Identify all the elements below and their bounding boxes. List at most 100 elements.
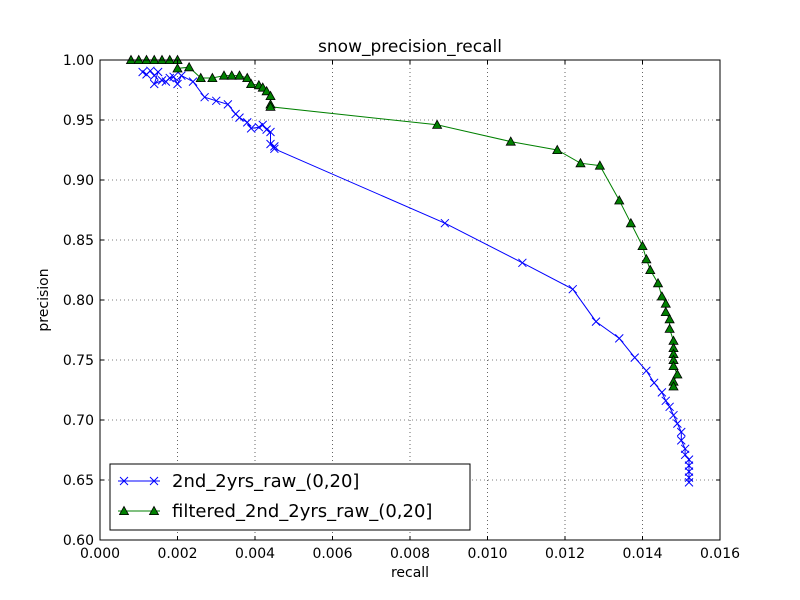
data-point bbox=[518, 258, 527, 268]
data-point bbox=[664, 313, 675, 324]
x-tick-label: 0.002 bbox=[157, 546, 197, 562]
x-tick-label: 0.010 bbox=[467, 546, 507, 562]
x-tick-label: 0.006 bbox=[312, 546, 352, 562]
y-tick-label: 0.90 bbox=[63, 173, 94, 189]
data-point bbox=[172, 63, 183, 73]
legend-entry-1: 2nd_2yrs_raw_(0,20] bbox=[118, 471, 359, 492]
data-point bbox=[680, 450, 690, 460]
data-point bbox=[664, 323, 675, 333]
data-point bbox=[245, 78, 257, 88]
x-tick-label: 0.004 bbox=[235, 546, 275, 562]
data-point bbox=[254, 122, 264, 132]
data-point bbox=[149, 79, 159, 89]
data-point bbox=[200, 92, 209, 102]
data-point bbox=[669, 410, 678, 420]
data-point bbox=[270, 144, 279, 154]
data-point bbox=[660, 306, 671, 317]
data-point bbox=[262, 125, 271, 134]
data-point bbox=[146, 66, 155, 76]
y-tick-label: 0.80 bbox=[63, 293, 94, 309]
data-point bbox=[242, 72, 253, 82]
data-point bbox=[656, 291, 668, 301]
data-point bbox=[505, 136, 516, 146]
y-tick-label: 0.85 bbox=[63, 233, 94, 249]
data-point bbox=[177, 71, 186, 80]
data-point bbox=[630, 353, 640, 362]
x-tick-label: 0.000 bbox=[80, 546, 120, 562]
y-tick-label: 0.65 bbox=[63, 473, 94, 489]
data-point bbox=[226, 70, 237, 80]
series-line bbox=[131, 59, 678, 387]
y-tick-label: 0.95 bbox=[63, 113, 94, 129]
legend-marker bbox=[148, 505, 160, 515]
data-point bbox=[625, 217, 637, 228]
data-point bbox=[665, 402, 674, 412]
data-point bbox=[211, 96, 221, 106]
data-point bbox=[652, 277, 664, 288]
data-point bbox=[266, 127, 275, 137]
data-point bbox=[235, 113, 244, 122]
y-tick-label: 0.60 bbox=[63, 533, 94, 549]
data-point bbox=[188, 77, 198, 86]
data-point bbox=[657, 388, 667, 397]
data-point bbox=[265, 101, 276, 111]
chart-title: snow_precision_recall bbox=[318, 37, 502, 57]
legend-marker bbox=[149, 476, 159, 486]
data-point bbox=[223, 100, 233, 109]
x-tick-label: 0.016 bbox=[700, 546, 740, 562]
legend-box bbox=[109, 463, 471, 531]
data-point bbox=[218, 70, 230, 80]
y-axis-label: precision bbox=[36, 268, 52, 331]
data-point bbox=[234, 70, 245, 80]
x-tick-label: 0.008 bbox=[390, 546, 430, 562]
data-point bbox=[169, 72, 178, 82]
data-point bbox=[183, 61, 195, 72]
data-point bbox=[594, 160, 606, 170]
data-point bbox=[195, 72, 206, 82]
data-point bbox=[676, 427, 686, 437]
data-point bbox=[684, 478, 694, 487]
data-point bbox=[138, 67, 147, 77]
data-point bbox=[668, 360, 679, 371]
data-point bbox=[552, 144, 563, 155]
data-point bbox=[258, 120, 268, 130]
data-point bbox=[642, 366, 651, 376]
legend: 2nd_2yrs_raw_(0,20] filtered_2nd_2yrs_raw… bbox=[109, 463, 471, 531]
legend-marker bbox=[119, 476, 129, 486]
grid-lines bbox=[100, 60, 720, 540]
legend-label: filtered_2nd_2yrs_raw_(0,20] bbox=[172, 501, 432, 522]
x-axis-label: recall bbox=[391, 565, 429, 581]
data-point bbox=[440, 218, 450, 228]
data-point bbox=[649, 378, 659, 388]
data-point bbox=[645, 264, 656, 275]
data-point bbox=[173, 79, 182, 89]
data-point bbox=[431, 119, 443, 129]
series-1 bbox=[138, 66, 694, 487]
legend-marker bbox=[118, 505, 130, 515]
data-point bbox=[637, 240, 648, 251]
data-point bbox=[661, 396, 671, 406]
data-point bbox=[568, 284, 578, 294]
data-point bbox=[673, 419, 682, 428]
data-point bbox=[668, 381, 679, 391]
data-point bbox=[575, 157, 586, 168]
data-point bbox=[614, 195, 625, 205]
data-point bbox=[614, 334, 624, 343]
y-tick-label: 0.75 bbox=[63, 353, 94, 369]
legend-label: 2nd_2yrs_raw_(0,20] bbox=[172, 471, 359, 492]
data-point bbox=[266, 139, 275, 149]
x-tick-label: 0.014 bbox=[622, 546, 662, 562]
y-tick-label: 0.70 bbox=[63, 413, 94, 429]
data-point bbox=[676, 436, 686, 445]
y-tick-label: 1.00 bbox=[63, 53, 94, 69]
data-point bbox=[672, 369, 683, 379]
legend-entry-2: filtered_2nd_2yrs_raw_(0,20] bbox=[118, 501, 432, 522]
data-point bbox=[153, 67, 163, 77]
data-point bbox=[270, 142, 279, 151]
data-point bbox=[591, 317, 601, 326]
x-tick-label: 0.012 bbox=[545, 546, 585, 562]
axis-ticks: 0.000 0.002 0.004 0.006 0.008 0.010 0.012 0.014… bbox=[63, 53, 740, 562]
data-point bbox=[242, 118, 252, 127]
data-point bbox=[261, 85, 272, 96]
